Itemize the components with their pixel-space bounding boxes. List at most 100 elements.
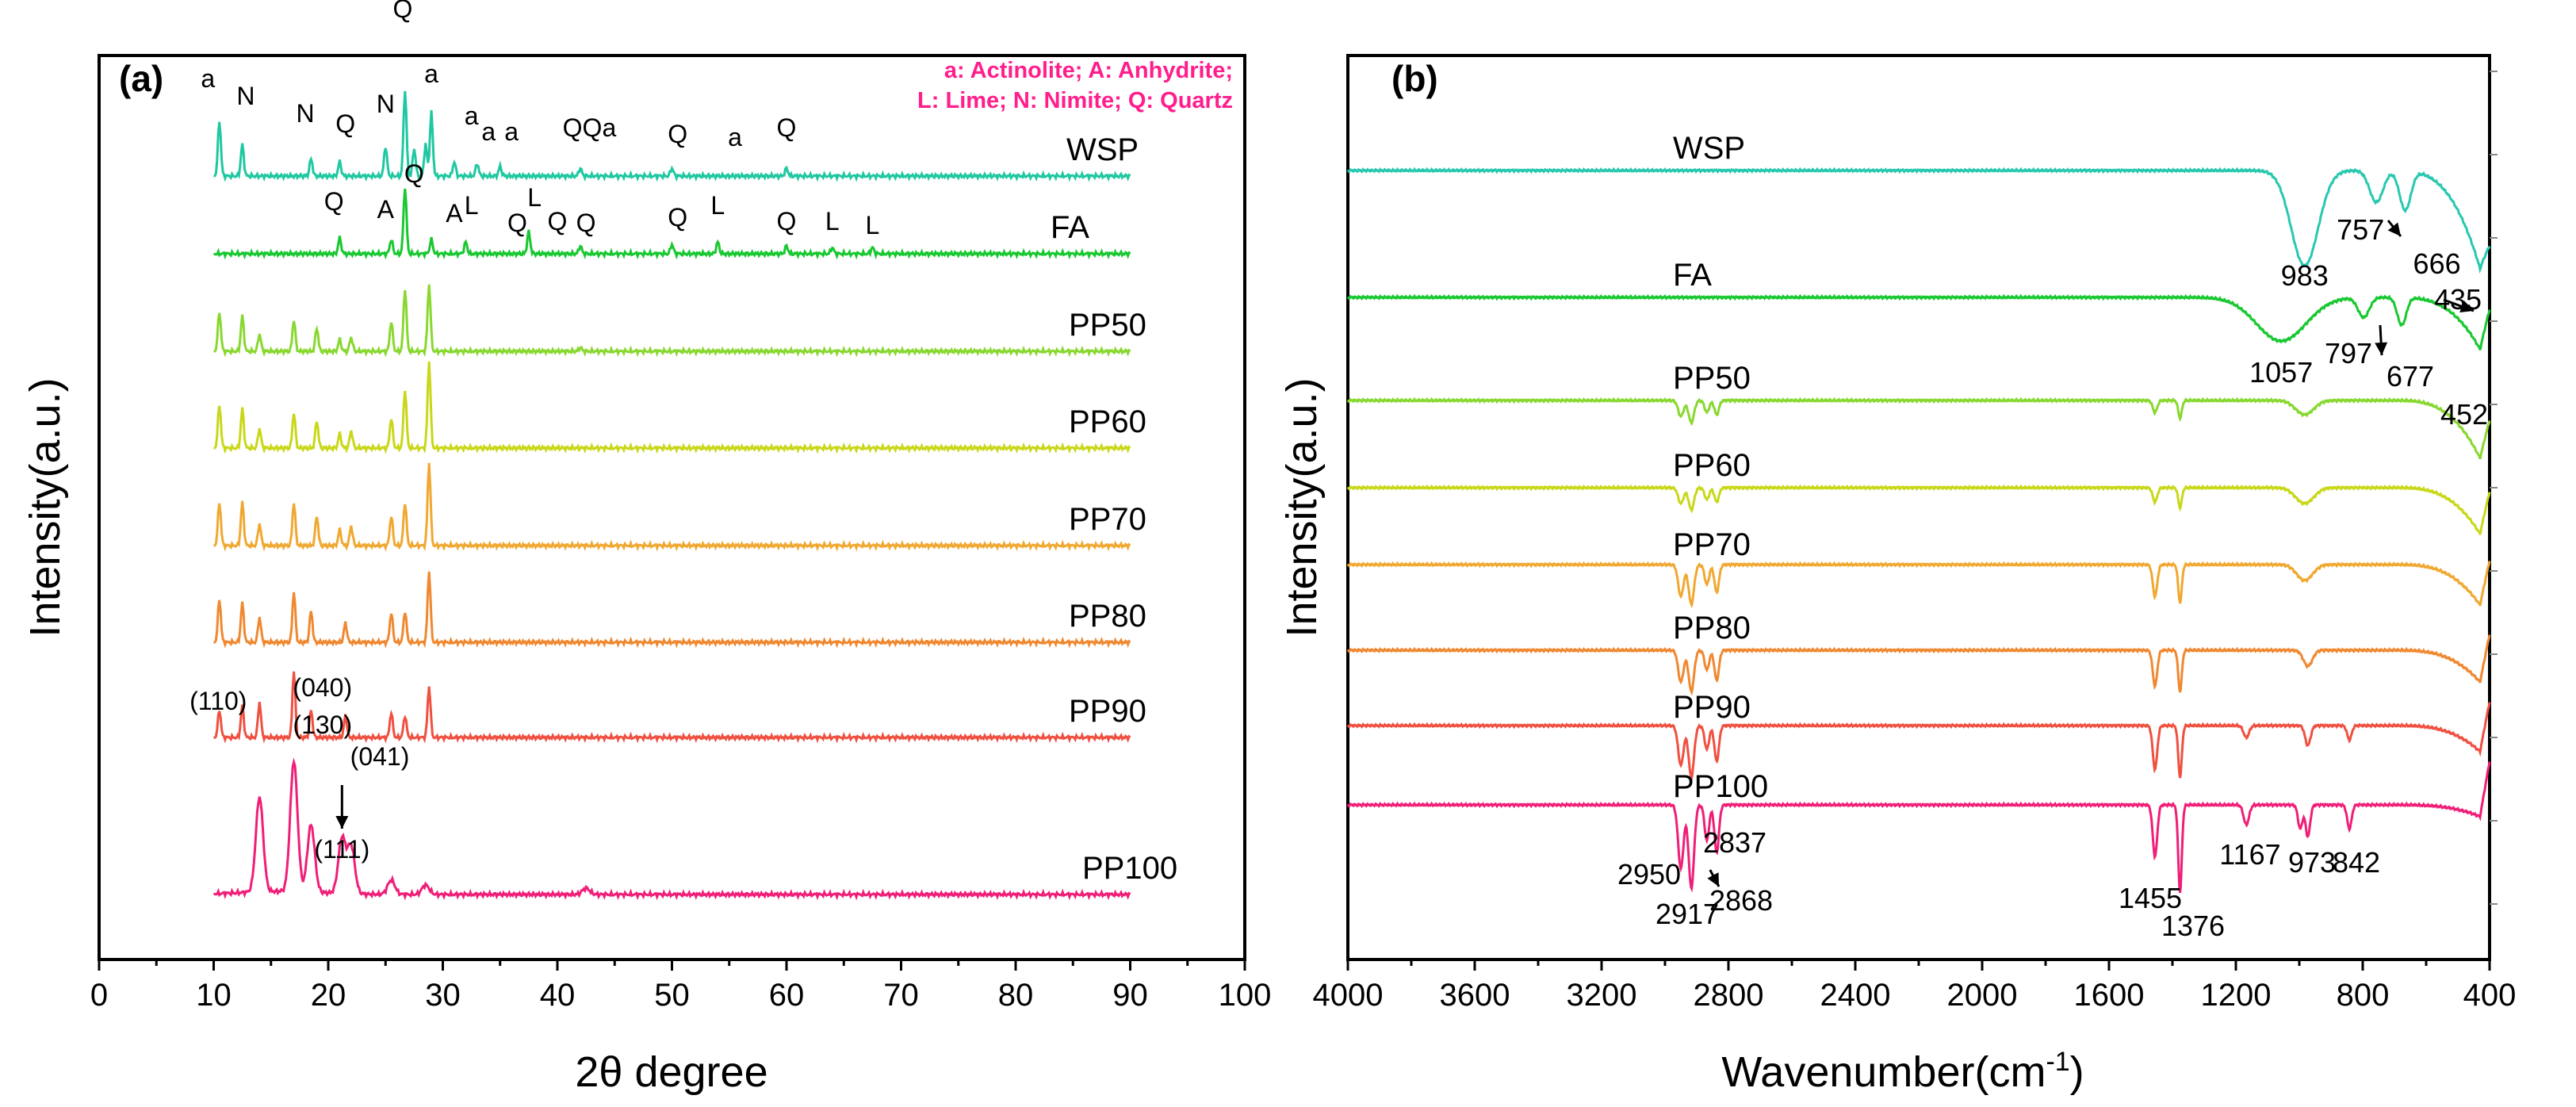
ftir-series-label: PP70: [1673, 527, 1751, 562]
xrd-trace-pp70: [213, 462, 1131, 552]
phase-letter: a: [504, 117, 519, 146]
panel-a-x-tick-label: 40: [540, 978, 576, 1013]
band-label: 1376: [2161, 910, 2225, 942]
phase-letter: Q: [548, 207, 568, 236]
ftir-trace-pp100: [1346, 761, 2491, 894]
panel-b-x-tick-label: 800: [2337, 978, 2390, 1013]
phase-letter: L: [825, 207, 840, 236]
panel-a-x-tick-label: 50: [654, 978, 690, 1013]
phase-letter: a: [201, 64, 215, 93]
phase-letter: L: [865, 211, 879, 239]
phase-letter: Q: [324, 187, 344, 216]
panel-a-xrd: (a) a: Actinolite; A: Anhydrite; L: Lime…: [21, 0, 1271, 1096]
panel-a-y-axis-title: Intensity(a.u.): [21, 377, 69, 637]
phase-letter: Q: [668, 203, 687, 232]
panel-b-x-tick-label: 2000: [1947, 978, 2018, 1013]
ftir-series-label: PP50: [1673, 361, 1751, 396]
ftir-series-pp100: PP100: [1346, 761, 2491, 894]
ftir-trace-pp50: [1346, 396, 2491, 460]
band-label: 666: [2413, 247, 2461, 280]
ftir-series-label: PP100: [1673, 769, 1768, 804]
ftir-trace-pp80: [1346, 634, 2491, 696]
band-label: 2868: [1709, 884, 1773, 917]
panel-b-frame: [1346, 54, 2491, 961]
panel-b-x-tick-label: 1200: [2201, 978, 2272, 1013]
ftir-series-wsp: WSP: [1346, 131, 2491, 274]
phase-letter: N: [297, 99, 315, 128]
ftir-series-pp90: PP90: [1346, 690, 2491, 782]
ftir-trace-wsp: [1346, 167, 2491, 274]
phase-letter: Q: [392, 0, 412, 23]
panel-b-right-ticks: [2490, 71, 2498, 905]
ftir-trace-pp60: [1346, 484, 2491, 535]
panel-b-label: (b): [1391, 58, 1438, 99]
xrd-series-fa: FA: [212, 186, 1131, 260]
phase-letter: a: [424, 59, 438, 88]
phase-letter: a: [728, 123, 742, 151]
panel-b-x-tick-label: 2400: [1820, 978, 1891, 1013]
xrd-trace-wsp: [213, 90, 1131, 182]
panel-b-x-ticks: 4000 3600 3200 2800 2400 2000 1600 1200 800 400: [1313, 960, 2517, 1013]
xrd-series-label: PP60: [1069, 404, 1146, 439]
band-label: 1057: [2249, 356, 2313, 389]
xrd-trace-pp60: [213, 361, 1131, 454]
panel-a-x-tick-label: 20: [311, 978, 346, 1013]
phase-letter: Q: [404, 159, 424, 188]
panel-b-x-tick-label: 1600: [2074, 978, 2145, 1013]
band-label: 842: [2333, 846, 2380, 879]
pp100-2868-arrow-head: [1707, 872, 1719, 887]
panel-a-legend-line-2: L: Lime; N: Nimite; Q: Quartz: [917, 88, 1233, 113]
xrd-series-label: WSP: [1066, 132, 1139, 167]
phase-letter: Q: [668, 120, 687, 148]
panel-b-series: WSP FA PP50 PP60 PP70 PP80 PP90 PP100: [1346, 131, 2491, 894]
panel-a-series: WSP FA PP50 PP60 PP70 PP80 PP90 PP100: [212, 88, 1177, 901]
phase-letter: L: [465, 191, 479, 220]
xrd-series-pp80: PP80: [213, 570, 1146, 649]
band-label: 983: [2281, 259, 2329, 292]
ftir-series-pp80: PP80: [1346, 611, 2491, 696]
band-label: 452: [2440, 398, 2488, 431]
phase-letter: N: [377, 90, 395, 118]
phase-letter: Q: [335, 109, 355, 138]
panel-a-miller-indices: (110) (040) (130) (041) (111): [189, 673, 409, 864]
band-label: 1167: [2219, 838, 2280, 871]
ftir-series-pp50: PP50: [1346, 361, 2491, 460]
band-label: 677: [2387, 360, 2434, 393]
panel-b-x-tick-label: 400: [2463, 978, 2517, 1013]
phase-letter: a: [481, 117, 496, 146]
fa-797-arrow-head: [2375, 342, 2388, 355]
phase-letter: L: [710, 191, 725, 220]
ftir-series-label: PP60: [1673, 448, 1751, 483]
panel-b-x-tick-label: 4000: [1313, 978, 1384, 1013]
miller-index-label: (110): [189, 687, 247, 715]
xrd-series-pp90: PP90: [213, 669, 1146, 744]
xrd-trace-pp100: [213, 757, 1131, 901]
miller-index-label: (111): [314, 835, 369, 864]
phase-letter: N: [236, 82, 255, 110]
phase-letter: A: [377, 195, 395, 224]
xrd-series-pp60: PP60: [213, 360, 1146, 454]
phase-letter: Q: [507, 209, 527, 237]
miller-index-label: (040): [293, 673, 352, 702]
panel-a-legend-line-1: a: Actinolite; A: Anhydrite;: [944, 58, 1233, 83]
xrd-trace-pp90: [213, 671, 1131, 744]
ftir-trace-fa: [1346, 293, 2491, 350]
phase-letter: L: [527, 183, 542, 212]
band-label: 973: [2288, 846, 2336, 879]
ftir-series-pp60: PP60: [1346, 448, 2491, 535]
band-label: 1455: [2119, 882, 2182, 914]
panel-a-x-tick-label: 30: [425, 978, 461, 1013]
band-label: 2837: [1703, 826, 1766, 859]
ftir-series-label: WSP: [1673, 131, 1745, 166]
panel-a-x-ticks: 0 10 20 30 40 50 60 70 80 90 100: [90, 960, 1271, 1013]
xrd-trace-pp80: [213, 571, 1131, 649]
xrd-series-pp100: PP100: [213, 757, 1177, 901]
miller-index-label: (130): [293, 711, 352, 739]
ftir-series-pp70: PP70: [1346, 527, 2491, 609]
panel-b-x-tick-label: 3600: [1440, 978, 1510, 1013]
panel-b-ftir: (b) 4000 3600 3200 2800 2400 2000 1600 1200 800 4…: [1278, 54, 2517, 1096]
panel-a-x-tick-label: 70: [883, 978, 919, 1013]
phase-letter: QQa: [563, 113, 617, 142]
